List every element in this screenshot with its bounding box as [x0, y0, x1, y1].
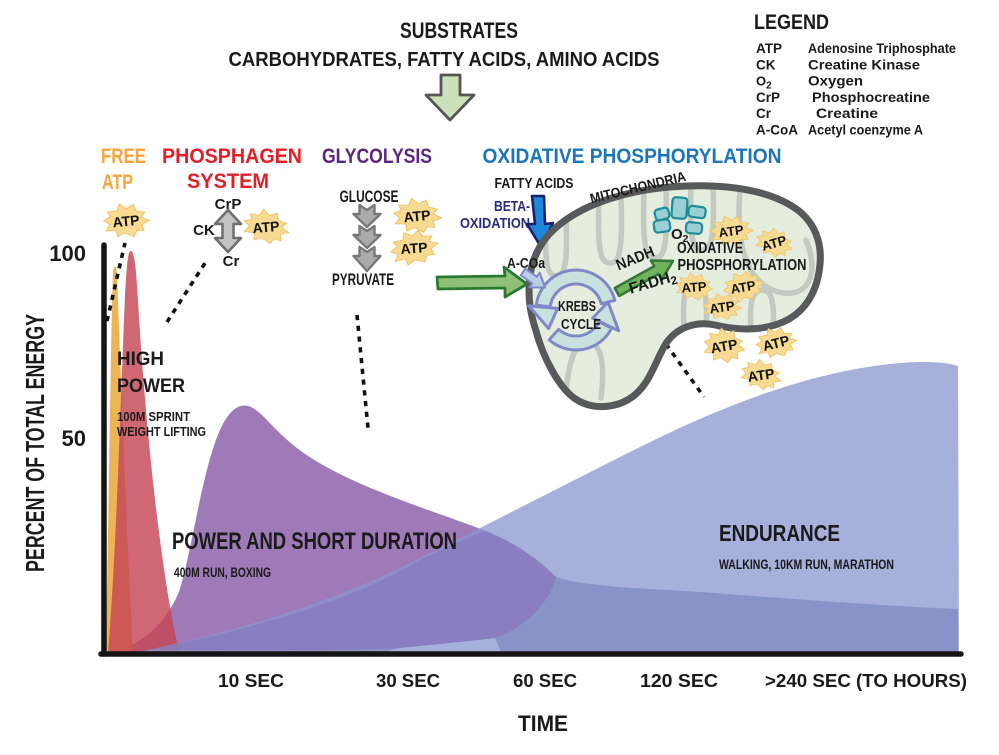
svg-text:WALKING, 10KM RUN, MARATHON: WALKING, 10KM RUN, MARATHON	[719, 557, 894, 572]
svg-text:ATP: ATP	[102, 171, 133, 194]
svg-text:ATP: ATP	[761, 332, 791, 354]
svg-text:CARBOHYDRATES, FATTY ACIDS, AM: CARBOHYDRATES, FATTY ACIDS, AMINO ACIDS	[229, 48, 660, 71]
svg-text:ATP: ATP	[403, 207, 431, 226]
svg-text:10 SEC: 10 SEC	[218, 670, 284, 691]
svg-text:PERCENT OF TOTAL ENERGY: PERCENT OF TOTAL ENERGY	[20, 314, 50, 572]
svg-text:FREE: FREE	[101, 145, 146, 168]
svg-text:Creatine Kinase: Creatine Kinase	[808, 57, 921, 72]
svg-text:50: 50	[62, 426, 86, 451]
svg-text:TIME: TIME	[518, 711, 568, 736]
svg-text:60 SEC: 60 SEC	[513, 670, 577, 691]
svg-text:ATP: ATP	[756, 41, 782, 56]
svg-text:CrP: CrP	[756, 90, 780, 105]
svg-text:OXIDATIVE: OXIDATIVE	[677, 240, 743, 257]
svg-text:HIGH: HIGH	[117, 348, 164, 370]
svg-text:PYRUVATE: PYRUVATE	[332, 271, 394, 289]
svg-text:ATP: ATP	[709, 336, 738, 356]
svg-text:ATP: ATP	[400, 239, 428, 257]
svg-text:ATP: ATP	[681, 279, 707, 296]
svg-text:CK: CK	[756, 57, 776, 72]
svg-text:BETA-: BETA-	[494, 198, 530, 215]
svg-text:ENDURANCE: ENDURANCE	[719, 520, 840, 546]
svg-text:A-CoA: A-CoA	[756, 123, 798, 138]
svg-text:A-COa: A-COa	[507, 256, 546, 272]
svg-text:LEGEND: LEGEND	[754, 11, 829, 34]
svg-text:120 SEC: 120 SEC	[640, 670, 718, 691]
svg-text:100M SPRINT: 100M SPRINT	[117, 409, 190, 424]
svg-text:Phosphocreatine: Phosphocreatine	[812, 90, 931, 105]
svg-text:CrP: CrP	[215, 196, 242, 213]
svg-text:Cr: Cr	[756, 106, 772, 121]
svg-text:OXIDATION: OXIDATION	[460, 215, 530, 232]
svg-text:WEIGHT LIFTING: WEIGHT LIFTING	[117, 424, 206, 439]
svg-text:>240 SEC (TO HOURS): >240 SEC (TO HOURS)	[765, 670, 967, 691]
svg-text:Adenosine Triphosphate: Adenosine Triphosphate	[808, 41, 956, 56]
svg-text:POWER: POWER	[117, 375, 185, 397]
svg-text:30 SEC: 30 SEC	[376, 670, 440, 691]
svg-text:ATP: ATP	[718, 222, 745, 240]
svg-text:PHOSPHORYLATION: PHOSPHORYLATION	[678, 257, 807, 274]
svg-text:POWER AND SHORT DURATION: POWER AND SHORT DURATION	[172, 528, 457, 555]
svg-text:KREBS: KREBS	[558, 299, 596, 315]
svg-text:Creatine: Creatine	[816, 106, 879, 121]
svg-text:100: 100	[49, 241, 86, 266]
svg-text:Oxygen: Oxygen	[808, 74, 863, 89]
svg-text:GLYCOLYSIS: GLYCOLYSIS	[322, 144, 432, 168]
svg-text:SYSTEM: SYSTEM	[187, 169, 269, 193]
svg-text:ATP: ATP	[760, 232, 789, 253]
svg-text:Acetyl coenzyme A: Acetyl coenzyme A	[808, 123, 923, 138]
svg-text:SUBSTRATES: SUBSTRATES	[400, 18, 518, 43]
svg-text:ATP: ATP	[112, 212, 140, 231]
svg-text:PHOSPHAGEN: PHOSPHAGEN	[162, 144, 302, 168]
svg-text:ATP: ATP	[729, 278, 757, 297]
svg-text:ATP: ATP	[252, 218, 280, 236]
svg-text:FATTY ACIDS: FATTY ACIDS	[495, 176, 574, 192]
svg-text:CYCLE: CYCLE	[561, 317, 601, 333]
svg-text:OXIDATIVE PHOSPHORYLATION: OXIDATIVE PHOSPHORYLATION	[483, 144, 782, 168]
svg-text:ATP: ATP	[709, 298, 736, 316]
svg-text:CK: CK	[193, 222, 215, 239]
svg-text:GLUCOSE: GLUCOSE	[340, 188, 399, 206]
svg-text:Cr: Cr	[223, 253, 240, 270]
svg-text:ATP: ATP	[747, 365, 776, 385]
svg-text:400M RUN, BOXING: 400M RUN, BOXING	[174, 565, 271, 580]
